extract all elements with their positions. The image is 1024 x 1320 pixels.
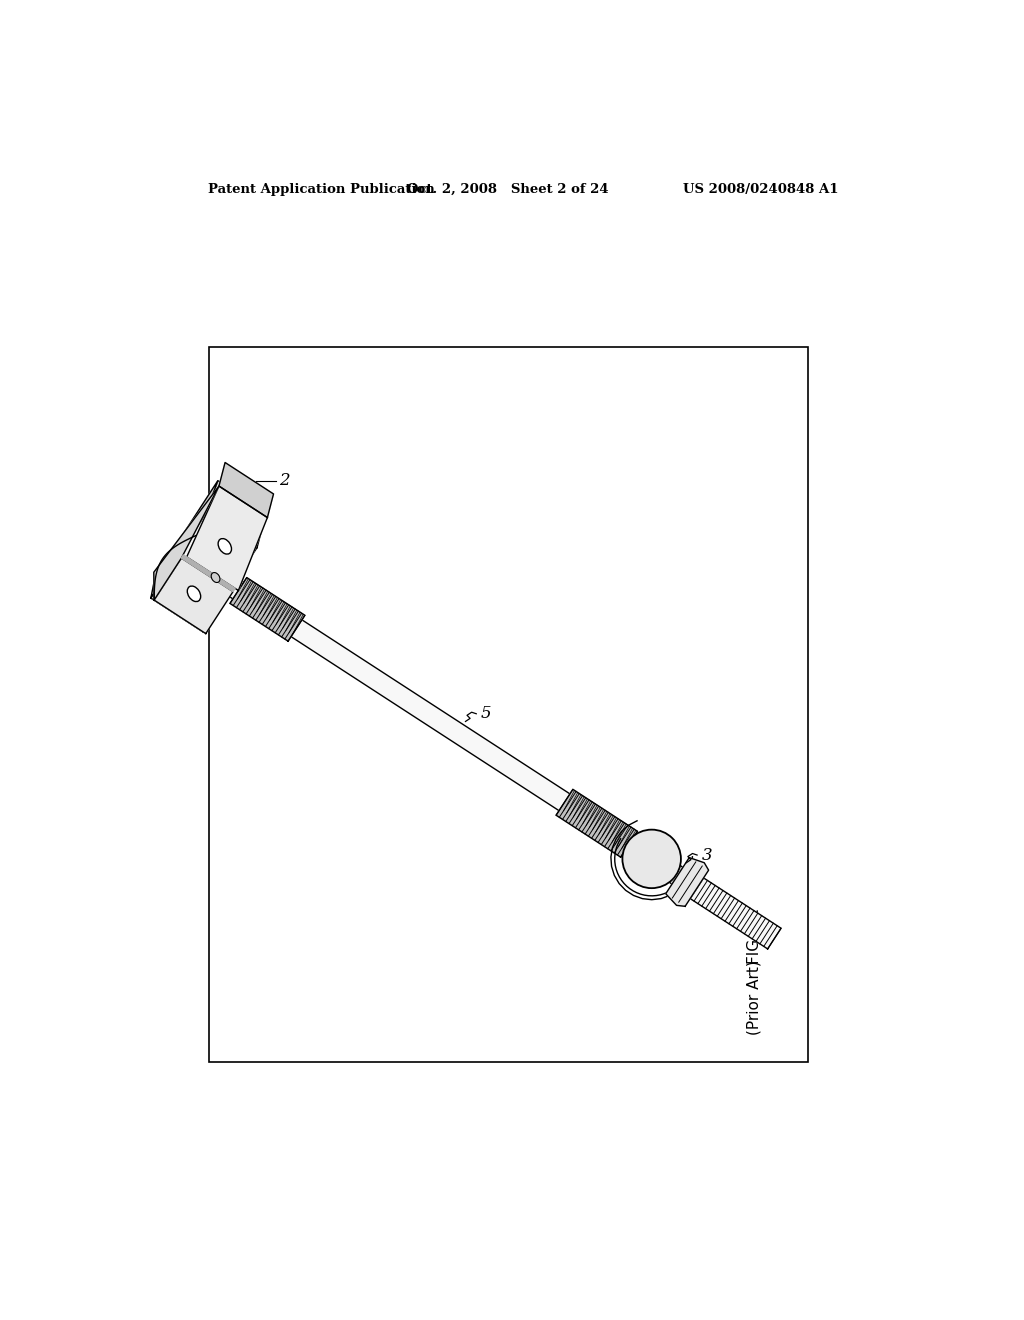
Ellipse shape <box>218 539 231 554</box>
Polygon shape <box>154 486 219 601</box>
Polygon shape <box>151 513 257 631</box>
Polygon shape <box>155 558 233 634</box>
Text: (Prior Art): (Prior Art) <box>746 961 762 1035</box>
Text: FIG. 1A: FIG. 1A <box>746 908 762 964</box>
Ellipse shape <box>211 573 220 582</box>
Polygon shape <box>181 554 236 591</box>
Polygon shape <box>206 480 266 548</box>
Polygon shape <box>219 462 273 517</box>
Text: 3: 3 <box>701 846 713 863</box>
Bar <box>209 347 808 1061</box>
Polygon shape <box>151 480 218 598</box>
Polygon shape <box>666 858 709 907</box>
Polygon shape <box>690 878 781 949</box>
Text: Patent Application Publication: Patent Application Publication <box>208 183 434 197</box>
Text: US 2008/0240848 A1: US 2008/0240848 A1 <box>683 183 839 197</box>
Polygon shape <box>556 789 638 857</box>
Polygon shape <box>151 589 209 631</box>
Text: Oct. 2, 2008   Sheet 2 of 24: Oct. 2, 2008 Sheet 2 of 24 <box>408 183 608 197</box>
Polygon shape <box>151 591 207 631</box>
Circle shape <box>623 830 681 888</box>
Ellipse shape <box>187 586 201 602</box>
Polygon shape <box>186 486 267 590</box>
Polygon shape <box>230 578 305 642</box>
Polygon shape <box>195 557 683 884</box>
Text: 2: 2 <box>279 473 289 490</box>
Text: 5: 5 <box>481 705 492 722</box>
